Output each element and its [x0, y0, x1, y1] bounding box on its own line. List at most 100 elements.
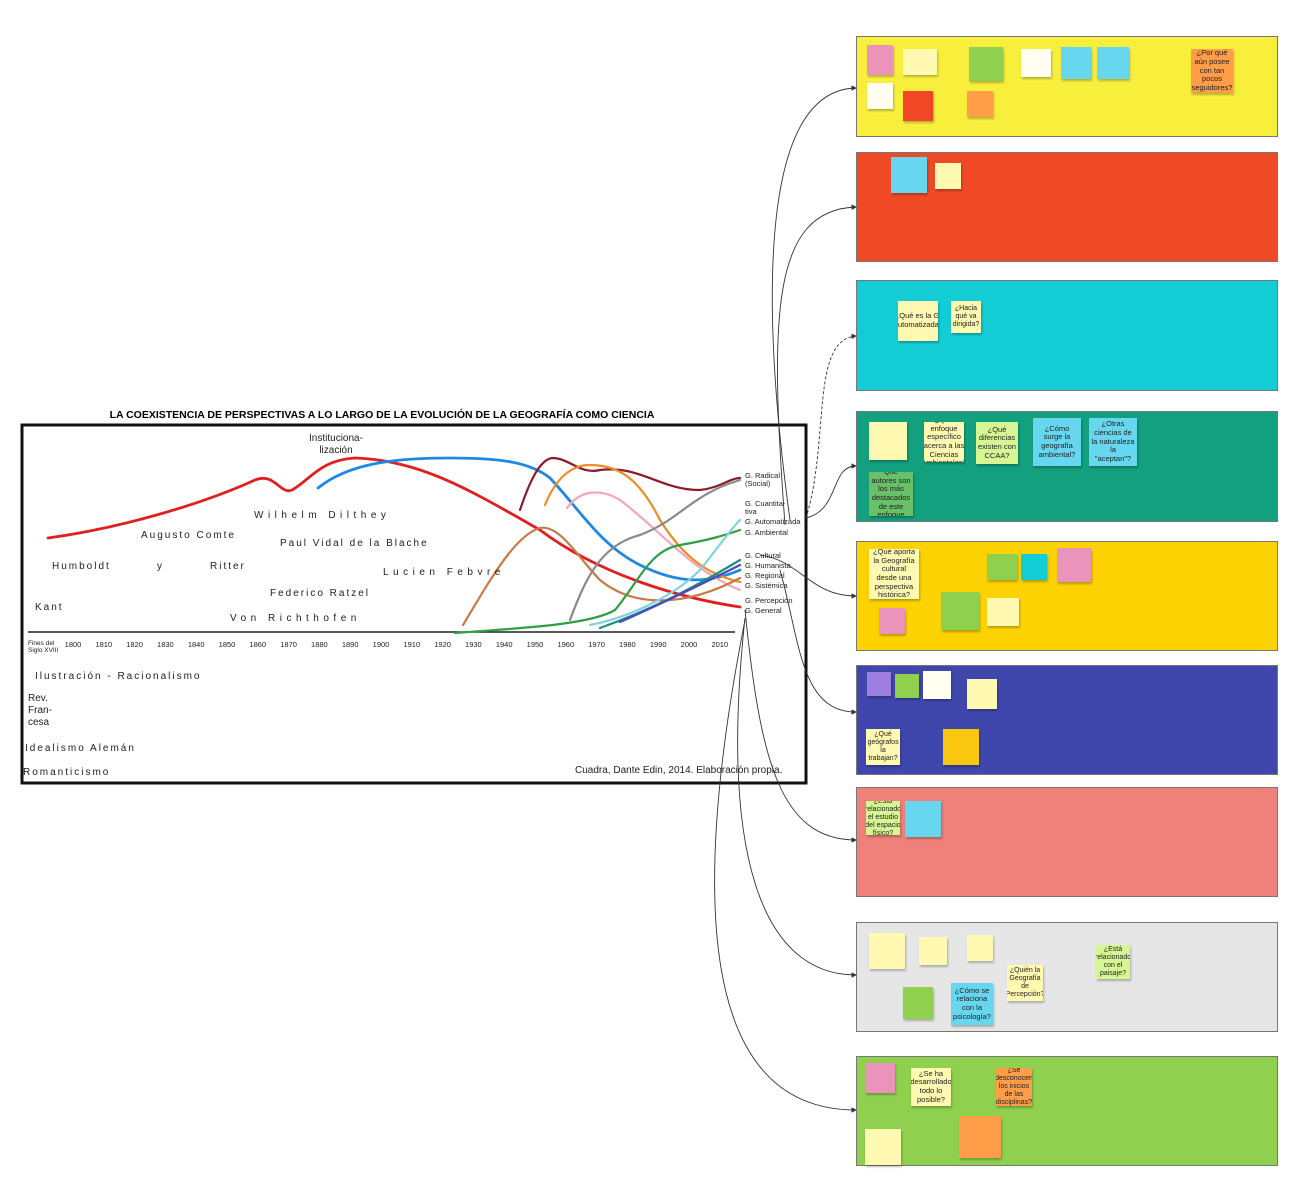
sticky-note[interactable]: [867, 45, 893, 75]
chart-image-frame: [20, 423, 808, 785]
sticky-note[interactable]: [1061, 47, 1091, 79]
sticky-note[interactable]: ¿Qué geógrafos la trabajan?: [866, 729, 900, 765]
year-label: 1910: [403, 640, 420, 649]
sticky-note[interactable]: [967, 91, 993, 117]
sticky-note[interactable]: ¿Por qué aún posee con tan pocos seguido…: [1191, 49, 1233, 93]
sticky-note[interactable]: [967, 679, 997, 709]
thinker: Paul Vidal de la Blache: [280, 538, 429, 549]
sticky-note[interactable]: ¿Qué diferencias existen con CCAA?: [976, 422, 1018, 464]
sticky-note[interactable]: ¿Cómo surge la geografía ambiental?: [1033, 418, 1081, 466]
series-label: tiva: [745, 507, 758, 516]
year-label: 1840: [188, 640, 205, 649]
sticky-note[interactable]: ¿Qué es la G. Automatizada?: [898, 301, 938, 341]
year-label: 1860: [249, 640, 266, 649]
sticky-note[interactable]: [895, 674, 919, 698]
thinker: Wilhelm Dilthey: [254, 510, 390, 521]
series-label: G. Automatizada: [745, 517, 801, 526]
sticky-note[interactable]: [891, 157, 927, 193]
thinker: Lucien Febvre: [383, 567, 505, 578]
period: Idealismo Alemán: [25, 743, 136, 754]
sticky-note[interactable]: [967, 935, 993, 961]
sticky-note[interactable]: [865, 1063, 895, 1093]
frame[interactable]: ¿Se ha desarrollado todo lo posible? ¿Se …: [856, 1056, 1278, 1166]
sticky-note[interactable]: ¿Se ha desarrollado todo lo posible?: [911, 1068, 951, 1106]
sticky-note[interactable]: [867, 672, 891, 696]
period: Ilustración - Racionalismo: [35, 671, 202, 682]
sticky-note[interactable]: [969, 47, 1003, 81]
sticky-note[interactable]: ¿Se desconocen los inicios de las discip…: [996, 1068, 1032, 1106]
sticky-note[interactable]: [903, 91, 933, 121]
series-label: G. Humanista: [745, 561, 792, 570]
series-label: G. General: [745, 606, 782, 615]
year-label: 1810: [95, 640, 112, 649]
period: cesa: [28, 717, 50, 728]
sticky-note[interactable]: [943, 729, 979, 765]
sticky-note[interactable]: [1097, 47, 1129, 79]
sticky-note[interactable]: [903, 987, 933, 1019]
year-label: 1960: [557, 640, 574, 649]
sticky-note[interactable]: ¿Está relacionado el estudio del espacio…: [866, 801, 900, 835]
thinker: Federico Ratzel: [270, 588, 370, 599]
sticky-note[interactable]: [919, 937, 947, 965]
sticky-note[interactable]: [869, 422, 907, 460]
sticky-note[interactable]: Qué autores son los más destacados de es…: [869, 472, 913, 516]
sticky-note[interactable]: [935, 163, 961, 189]
sticky-note[interactable]: ¿Está relacionado con el paisaje?: [1096, 945, 1130, 979]
sticky-note[interactable]: ¿Cómo se relaciona con la psicología?: [951, 983, 993, 1025]
thinker: Ritter: [210, 561, 246, 572]
series-label: G. Radical: [745, 471, 780, 480]
sticky-note[interactable]: [987, 554, 1017, 580]
sticky-note[interactable]: [879, 608, 905, 634]
sticky-note[interactable]: [959, 1116, 1001, 1158]
year-label: 1930: [465, 640, 482, 649]
sticky-note[interactable]: ¿Hacia qué va dirigida?: [951, 301, 981, 333]
sticky-note[interactable]: [869, 933, 905, 969]
frame[interactable]: ¿Por qué aún posee con tan pocos seguido…: [856, 36, 1278, 137]
year-label: 1920: [434, 640, 451, 649]
frame[interactable]: ¿Qué geógrafos la trabajan?: [856, 665, 1278, 775]
year-label: 1820: [126, 640, 143, 649]
year-label: 1900: [373, 640, 390, 649]
sticky-note[interactable]: [905, 801, 941, 837]
frame[interactable]: ¿Está relacionado el estudio del espacio…: [856, 787, 1278, 897]
year-label: 1830: [157, 640, 174, 649]
frame[interactable]: ¿Quién la Geografía de Percepción? ¿Cómo …: [856, 922, 1278, 1032]
period: Fran-: [28, 705, 52, 716]
series-label: G. Cuantita-: [745, 499, 786, 508]
frame[interactable]: ¿Qué aporta la Geografía cultural desde …: [856, 541, 1278, 651]
frame[interactable]: ¿Qué enfoque específico acerca a las Cie…: [856, 411, 1278, 522]
connectors: [714, 85, 857, 1113]
sticky-note[interactable]: ¿Qué aporta la Geografía cultural desde …: [869, 549, 919, 599]
sticky-note[interactable]: ¿Otras ciencias de la naturaleza la "ace…: [1089, 418, 1137, 466]
chart-title: LA COEXISTENCIA DE PERSPECTIVAS A LO LAR…: [110, 408, 655, 421]
series-label: G. Ambiental: [745, 528, 788, 537]
sticky-note[interactable]: [865, 1129, 901, 1165]
year-label: 1970: [588, 640, 605, 649]
series-label: G. Percepción: [745, 596, 793, 605]
series-label: G. Regional: [745, 571, 785, 580]
thinker: Von Richthofen: [230, 613, 361, 624]
year-label: 1890: [342, 640, 359, 649]
sticky-note[interactable]: [941, 592, 979, 630]
sticky-note[interactable]: ¿Quién la Geografía de Percepción?: [1007, 965, 1043, 1001]
sticky-note[interactable]: [1021, 49, 1051, 77]
sticky-note[interactable]: [867, 83, 893, 109]
period: Rev.: [28, 693, 48, 704]
sticky-note[interactable]: [903, 49, 937, 75]
sticky-note[interactable]: [923, 671, 951, 699]
year-label: 1800: [65, 640, 82, 649]
series-label: G. Cultural: [745, 551, 781, 560]
period: Romanticismo: [23, 767, 110, 778]
sticky-note[interactable]: [1057, 548, 1091, 582]
sticky-note[interactable]: [987, 598, 1019, 626]
frame[interactable]: [856, 152, 1278, 262]
year-label: 1870: [280, 640, 297, 649]
sticky-note[interactable]: ¿Qué enfoque específico acerca a las Cie…: [924, 422, 964, 462]
curves: [46, 456, 742, 635]
year-label: Siglo XVIII: [28, 647, 59, 654]
sticky-note[interactable]: [1021, 554, 1047, 580]
year-label: 1880: [311, 640, 328, 649]
milestone: lización: [319, 445, 352, 456]
